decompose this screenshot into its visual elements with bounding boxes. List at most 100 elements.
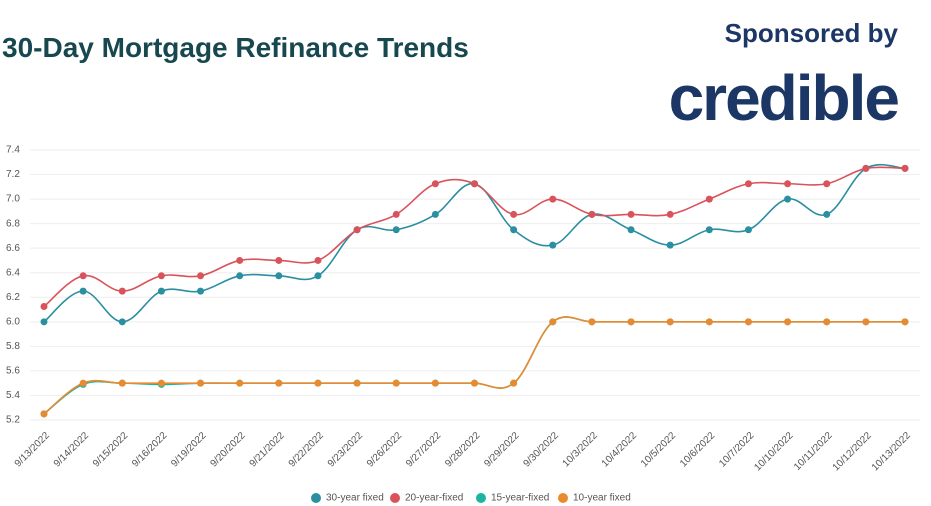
x-tick-label: 9/30/2022 [522, 430, 562, 470]
legend-marker [558, 493, 568, 503]
data-point [549, 241, 557, 249]
x-tick-label: 9/28/2022 [443, 430, 483, 470]
data-point [901, 164, 909, 172]
data-point [510, 210, 518, 218]
x-tick-label: 10/4/2022 [600, 430, 640, 470]
data-point [79, 287, 87, 295]
data-point [314, 379, 322, 387]
data-point [744, 226, 752, 234]
legend-label: 30-year fixed [326, 493, 384, 504]
data-point [862, 318, 870, 326]
legend-label: 10-year fixed [573, 493, 631, 504]
data-point [784, 180, 792, 188]
data-point [901, 318, 909, 326]
data-point [157, 379, 165, 387]
x-tick-label: 9/22/2022 [287, 430, 327, 470]
legend-label: 20-year-fixed [405, 493, 463, 504]
data-point [823, 180, 831, 188]
series-line [43, 166, 906, 308]
y-tick-label: 5.4 [6, 390, 20, 401]
x-tick-label: 10/11/2022 [792, 430, 835, 473]
x-tick-label: 9/26/2022 [365, 430, 405, 470]
y-tick-label: 5.6 [6, 366, 20, 377]
data-point [79, 379, 87, 387]
data-point [588, 318, 596, 326]
x-tick-label: 9/14/2022 [52, 430, 92, 470]
series-line [43, 316, 905, 415]
data-point [197, 379, 205, 387]
y-tick-label: 6.0 [6, 316, 20, 327]
data-point [314, 272, 322, 280]
y-tick-label: 7.0 [6, 194, 20, 205]
data-point [784, 318, 792, 326]
data-point [197, 272, 205, 280]
data-point [744, 318, 752, 326]
x-tick-label: 9/13/2022 [13, 430, 53, 470]
data-point [40, 410, 48, 418]
legend-marker [390, 493, 400, 503]
data-point [705, 226, 713, 234]
data-point [236, 272, 244, 280]
data-point [353, 226, 361, 234]
data-point [471, 379, 478, 387]
x-tick-label: 9/27/2022 [404, 430, 444, 470]
x-tick-label: 9/29/2022 [482, 430, 522, 470]
data-point [314, 256, 322, 264]
data-point [118, 287, 126, 295]
data-point [705, 195, 713, 203]
data-point [392, 226, 400, 234]
x-tick-label: 9/21/2022 [248, 430, 288, 470]
y-tick-label: 7.4 [6, 145, 20, 156]
data-point [510, 226, 518, 234]
data-point [392, 379, 400, 387]
sponsor-logo: credible [669, 62, 899, 134]
data-point [510, 379, 518, 387]
x-tick-label: 9/20/2022 [208, 430, 248, 470]
data-point [862, 164, 870, 172]
x-tick-label: 10/13/2022 [870, 430, 913, 473]
x-tick-label: 10/12/2022 [831, 430, 874, 473]
data-point [588, 210, 596, 218]
data-point [118, 379, 126, 387]
data-point [666, 241, 674, 249]
data-point [275, 256, 283, 264]
y-tick-label: 5.2 [6, 415, 20, 426]
data-point [40, 318, 48, 326]
data-point [666, 210, 674, 218]
legend-marker [476, 493, 486, 503]
data-point [744, 180, 752, 188]
data-point [431, 379, 439, 387]
data-point [784, 195, 792, 203]
data-point [549, 195, 557, 203]
data-point [823, 210, 831, 218]
legend-label: 15-year-fixed [491, 493, 549, 504]
legend-marker [311, 493, 321, 503]
data-point [79, 272, 87, 280]
data-point [431, 210, 439, 218]
x-tick-label: 9/16/2022 [130, 430, 170, 470]
x-tick-label: 10/5/2022 [639, 430, 679, 470]
x-tick-label: 9/19/2022 [169, 430, 209, 470]
series-line [43, 163, 906, 323]
data-point [197, 287, 205, 295]
data-point [40, 302, 48, 310]
x-tick-label: 10/3/2022 [561, 430, 601, 470]
x-tick-label: 9/23/2022 [326, 430, 366, 470]
x-tick-label: 10/7/2022 [717, 430, 757, 470]
data-point [471, 180, 478, 188]
data-point [157, 287, 165, 295]
data-point [627, 318, 635, 326]
data-point [236, 379, 244, 387]
data-point [392, 210, 400, 218]
y-tick-label: 7.2 [6, 169, 20, 180]
x-tick-label: 10/6/2022 [678, 430, 718, 470]
y-tick-label: 6.8 [6, 218, 20, 229]
data-point [275, 379, 283, 387]
data-point [118, 318, 126, 326]
data-point [353, 379, 361, 387]
data-point [431, 180, 439, 188]
sponsor-text: Sponsored by [725, 18, 899, 48]
data-point [627, 210, 635, 218]
x-tick-label: 10/10/2022 [752, 430, 795, 473]
